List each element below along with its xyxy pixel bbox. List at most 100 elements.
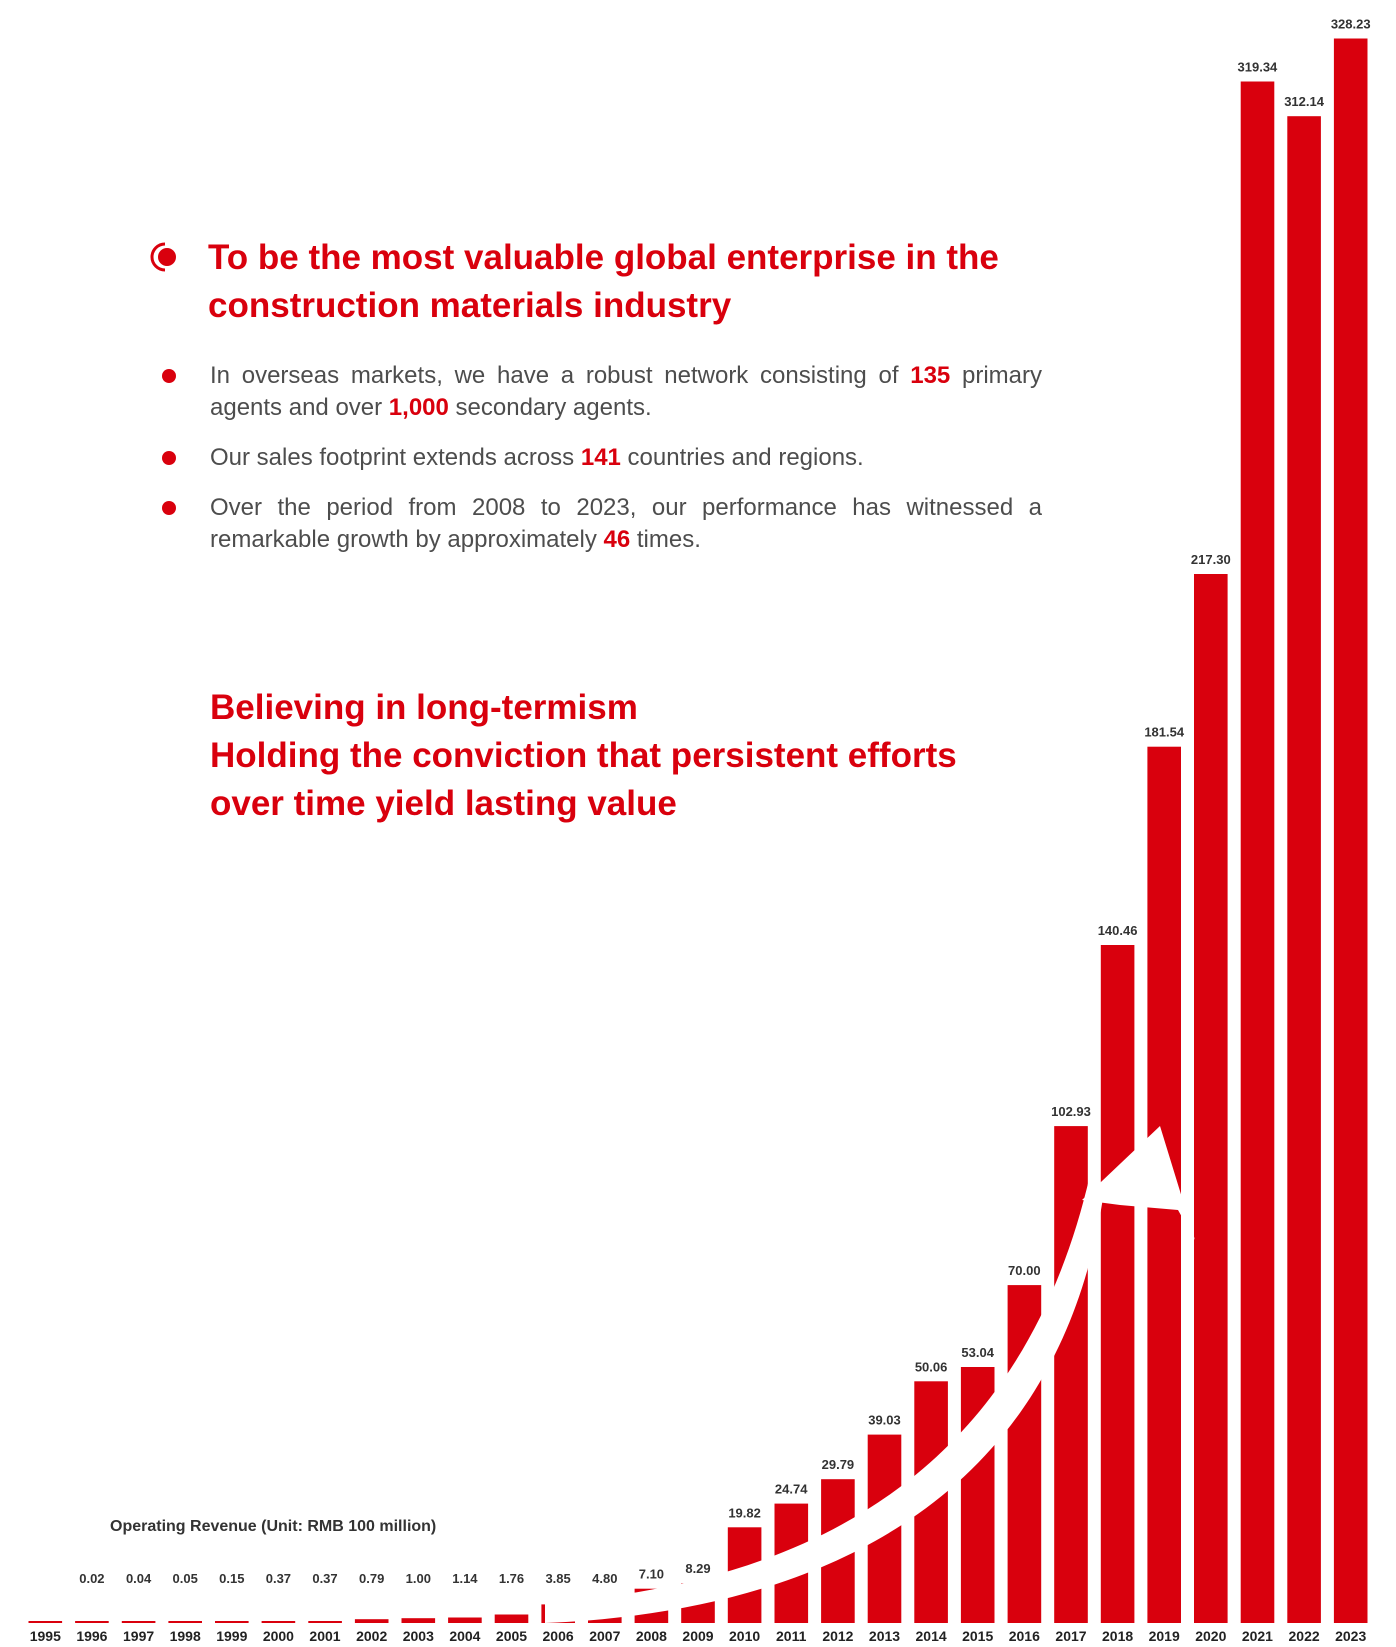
highlight-text: In overseas markets, we have a robust ne… — [210, 362, 911, 389]
x-tick-label: 2021 — [1242, 1628, 1273, 1644]
bar-2001 — [308, 1621, 342, 1623]
x-tick-label: 1997 — [123, 1628, 154, 1644]
bar-value-label: 0.05 — [173, 1571, 198, 1586]
x-tick-label: 2003 — [403, 1628, 434, 1644]
x-tick-label: 2015 — [962, 1628, 993, 1644]
x-tick-label: 2007 — [589, 1628, 620, 1644]
x-tick-label: 2016 — [1009, 1628, 1040, 1644]
motto-line-1: Believing in long-termism — [210, 688, 638, 727]
chart-title: Operating Revenue (Unit: RMB 100 million… — [110, 1518, 437, 1535]
bar-value-label: 217.30 — [1191, 552, 1231, 567]
growth-arrow — [545, 1175, 1104, 1623]
growth-arrow-head — [1082, 1126, 1195, 1240]
bar-2023 — [1333, 38, 1368, 1623]
bullet-icon — [162, 451, 176, 465]
highlight-item: In overseas markets, we have a robust ne… — [162, 360, 1042, 424]
x-tick-label: 2018 — [1102, 1628, 1133, 1644]
bar-value-label: 319.34 — [1238, 60, 1279, 75]
bar-2003 — [401, 1618, 436, 1623]
highlight-number: 135 — [910, 362, 951, 389]
bar-value-label: 39.03 — [868, 1413, 901, 1428]
bar-value-label: 8.29 — [685, 1561, 710, 1576]
bar-value-label: 70.00 — [1008, 1263, 1041, 1278]
bar-2017 — [1054, 1126, 1088, 1623]
x-tick-label: 2022 — [1289, 1628, 1320, 1644]
bar-1999 — [215, 1621, 249, 1623]
highlight-item: Our sales footprint extends across 141 c… — [162, 442, 1042, 474]
target-icon — [150, 242, 180, 272]
bar-value-label: 29.79 — [822, 1457, 855, 1472]
bar-value-label: 0.79 — [359, 1571, 384, 1586]
bar-2018 — [1100, 945, 1135, 1623]
x-tick-label: 2002 — [356, 1628, 387, 1644]
x-tick-label: 2009 — [682, 1628, 713, 1644]
highlight-text: primary agents and over — [210, 362, 1043, 421]
bar-1996 — [75, 1621, 109, 1623]
x-tick-label: 1998 — [170, 1628, 201, 1644]
highlight-text: Over the period from 2008 to 2023, our p… — [210, 494, 1042, 553]
bar-2022 — [1287, 116, 1321, 1624]
x-tick-label: 2023 — [1335, 1628, 1366, 1644]
motto-block: Believing in long-termism Holding the co… — [210, 684, 1110, 828]
highlight-number: 141 — [580, 444, 621, 471]
bar-value-label: 140.46 — [1098, 923, 1138, 938]
bar-2004 — [448, 1617, 482, 1623]
x-tick-label: 2006 — [543, 1628, 574, 1644]
x-tick-label: 2004 — [449, 1628, 480, 1644]
highlight-text: times. — [630, 526, 701, 553]
bar-1997 — [121, 1621, 156, 1623]
bar-value-label: 0.04 — [126, 1571, 152, 1586]
bar-value-label: 1.14 — [452, 1571, 478, 1586]
bar-2020 — [1194, 574, 1228, 1623]
bullet-icon — [162, 501, 176, 515]
x-tick-label: 2012 — [822, 1628, 853, 1644]
highlight-item: Over the period from 2008 to 2023, our p… — [162, 492, 1042, 556]
highlight-text: countries and regions. — [620, 444, 864, 471]
bar-value-label: 7.10 — [639, 1567, 664, 1582]
bar-value-label: 0.37 — [266, 1571, 291, 1586]
bar-value-label: 312.14 — [1284, 94, 1325, 109]
vision-block: To be the most valuable global enterpris… — [150, 234, 1080, 330]
bar-2002 — [354, 1619, 389, 1623]
bar-value-label: 102.93 — [1051, 1104, 1091, 1119]
x-tick-label: 2020 — [1195, 1628, 1226, 1644]
bar-2000 — [261, 1621, 296, 1623]
bar-value-label: 50.06 — [915, 1359, 948, 1374]
x-tick-label: 2017 — [1055, 1628, 1086, 1644]
bar-2005 — [494, 1614, 529, 1623]
x-tick-label: 2019 — [1149, 1628, 1180, 1644]
highlights-list: In overseas markets, we have a robust ne… — [162, 360, 1042, 574]
highlight-text: secondary agents. — [448, 394, 652, 421]
vision-title: To be the most valuable global enterpris… — [208, 238, 999, 325]
x-tick-label: 2014 — [916, 1628, 947, 1644]
bar-2021 — [1240, 81, 1275, 1623]
bar-1998 — [168, 1621, 202, 1623]
bar-value-label: 0.02 — [79, 1571, 104, 1586]
x-tick-label: 2013 — [869, 1628, 900, 1644]
x-tick-label: 2011 — [776, 1628, 807, 1644]
bullet-icon — [162, 369, 176, 383]
highlight-text: Our sales footprint extends across — [210, 444, 581, 471]
bar-value-label: 53.04 — [961, 1345, 994, 1360]
bar-value-label: 4.80 — [592, 1571, 617, 1586]
bar-value-label: 1.76 — [499, 1571, 524, 1586]
x-tick-label: 2010 — [729, 1628, 760, 1644]
bar-value-label: 24.74 — [775, 1482, 808, 1497]
bar-value-label: 328.23 — [1331, 17, 1371, 32]
bar-value-label: 0.37 — [312, 1571, 337, 1586]
bar-1995 — [28, 1621, 63, 1623]
x-tick-label: 1999 — [216, 1628, 247, 1644]
x-tick-label: 2005 — [496, 1628, 527, 1644]
motto-line-2: Holding the conviction that persistent e… — [210, 736, 957, 775]
highlight-number: 1,000 — [388, 394, 449, 421]
motto-line-3: over time yield lasting value — [210, 784, 677, 823]
x-tick-label: 2001 — [309, 1628, 340, 1644]
bar-value-label: 0.15 — [219, 1571, 244, 1586]
highlight-number: 46 — [603, 526, 631, 553]
x-tick-label: 2008 — [636, 1628, 667, 1644]
x-tick-label: 2000 — [263, 1628, 294, 1644]
x-tick-label: 1996 — [76, 1628, 107, 1644]
bar-value-label: 1.00 — [406, 1571, 431, 1586]
bar-value-label: 19.82 — [728, 1505, 761, 1520]
